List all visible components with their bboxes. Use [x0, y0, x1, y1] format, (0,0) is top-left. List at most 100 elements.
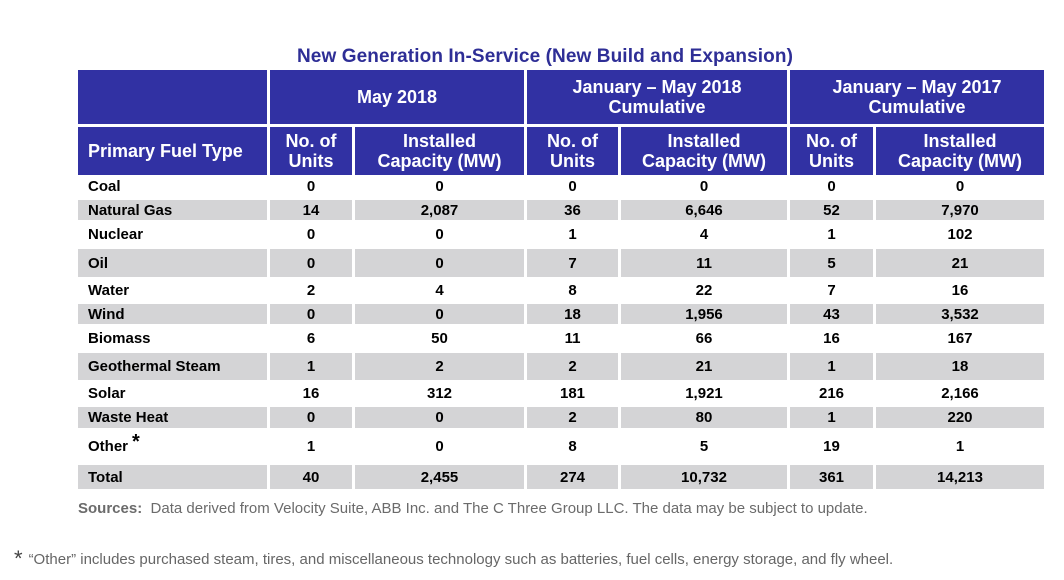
- cell-value: 2: [306, 282, 316, 299]
- sources-note: Sources: Data derived from Velocity Suit…: [78, 500, 868, 517]
- table-cell: 11: [527, 327, 618, 350]
- total-value: 10,732: [681, 468, 727, 486]
- cell-value: 66: [695, 330, 713, 347]
- cell-value: 22: [695, 282, 713, 299]
- header-label-line1: Installed: [923, 131, 997, 151]
- cell-value: 50: [431, 330, 448, 347]
- header-installed-capacity: Installed Capacity (MW): [355, 127, 524, 175]
- row-label: Coal: [78, 176, 267, 197]
- header-label-line1: No. of: [547, 131, 598, 151]
- table-cell: 1: [270, 431, 352, 462]
- total-value: 274: [559, 468, 586, 486]
- table-cell: 2: [527, 353, 618, 380]
- total-cell: 14,213: [876, 465, 1044, 489]
- table-cell: 0: [355, 223, 524, 246]
- cell-value: 6: [306, 330, 316, 347]
- cell-value: 52: [823, 201, 840, 219]
- table-cell: 0: [270, 249, 352, 277]
- table-cell: 7,970: [876, 200, 1044, 220]
- table-cell: 1: [790, 223, 873, 246]
- header-group-jan-may-2018: January – May 2018 Cumulative: [527, 70, 787, 124]
- header-group-label: May 2018: [356, 87, 438, 107]
- table-cell: 16: [270, 383, 352, 404]
- fuel-type-label: Waste Heat: [88, 409, 169, 426]
- table-cell: 7: [527, 249, 618, 277]
- total-value: 361: [818, 468, 845, 486]
- cell-value: 1: [568, 226, 577, 243]
- cell-value: 2,166: [941, 385, 979, 402]
- table-cell: 102: [876, 223, 1044, 246]
- header-label-line2: Units: [809, 151, 854, 171]
- fuel-type-label: Geothermal Steam: [88, 358, 221, 375]
- cell-value: 0: [435, 178, 444, 195]
- fuel-type-label: Other: [88, 438, 129, 455]
- table-cell: 80: [621, 407, 787, 428]
- footnote-marker: *: [14, 546, 23, 571]
- row-label: Wind: [78, 304, 267, 324]
- table-cell: 22: [621, 280, 787, 301]
- table-cell: 43: [790, 304, 873, 324]
- table-cell: 167: [876, 327, 1044, 350]
- table-cell: 8: [527, 431, 618, 462]
- table-cell: 21: [621, 353, 787, 380]
- cell-value: 220: [947, 409, 973, 426]
- cell-value: 1: [306, 438, 316, 455]
- cell-value: 18: [564, 305, 581, 323]
- cell-value: 0: [435, 305, 444, 323]
- table-cell: 1: [790, 353, 873, 380]
- cell-value: 0: [435, 226, 444, 243]
- cell-value: 5: [827, 254, 836, 272]
- table-cell: 16: [790, 327, 873, 350]
- cell-value: 0: [435, 438, 444, 455]
- cell-value: 2: [435, 358, 444, 375]
- table-cell: 50: [355, 327, 524, 350]
- cell-value: 2: [568, 358, 577, 375]
- table-cell: 0: [270, 304, 352, 324]
- header-no-of-units: No. of Units: [527, 127, 618, 175]
- cell-value: 216: [818, 385, 845, 402]
- header-label-line2: Capacity (MW): [897, 151, 1022, 171]
- cell-value: 1: [827, 226, 836, 243]
- fuel-type-label: Oil: [88, 254, 109, 272]
- cell-value: 0: [306, 178, 316, 195]
- table-cell: 216: [790, 383, 873, 404]
- header-group-label-line2: Cumulative: [608, 97, 706, 117]
- table-cell: 312: [355, 383, 524, 404]
- table-cell: 2: [270, 280, 352, 301]
- header-group-may-2018: May 2018: [270, 70, 524, 124]
- cell-value: 3,532: [941, 305, 979, 323]
- table-cell: 19: [790, 431, 873, 462]
- table-title: New Generation In-Service (New Build and…: [296, 46, 794, 67]
- cell-value: 36: [564, 201, 581, 219]
- total-cell: 361: [790, 465, 873, 489]
- header-primary-fuel-type: Primary Fuel Type: [78, 127, 267, 175]
- cell-value: 0: [435, 409, 444, 426]
- header-label-line1: No. of: [285, 131, 337, 151]
- cell-value: 0: [568, 178, 577, 195]
- total-cell: 2,455: [355, 465, 524, 489]
- table-cell: 0: [355, 249, 524, 277]
- cell-value: 2,087: [420, 201, 459, 219]
- cell-value: 0: [306, 226, 316, 243]
- table-cell: 0: [270, 223, 352, 246]
- header-installed-capacity: Installed Capacity (MW): [876, 127, 1044, 175]
- cell-value: 312: [426, 385, 453, 402]
- cell-value: 11: [696, 254, 712, 272]
- table-cell: 66: [621, 327, 787, 350]
- row-label: Waste Heat: [78, 407, 267, 428]
- header-label-line1: No. of: [806, 131, 857, 151]
- table-cell: 21: [876, 249, 1044, 277]
- table-cell: 4: [355, 280, 524, 301]
- table-cell: 1,921: [621, 383, 787, 404]
- header-label: Primary Fuel Type: [88, 141, 243, 161]
- cell-value: 1: [827, 358, 836, 375]
- row-label: Geothermal Steam: [78, 353, 267, 380]
- cell-value: 80: [695, 409, 713, 426]
- header-no-of-units: No. of Units: [270, 127, 352, 175]
- total-row-label: Total: [78, 465, 267, 489]
- table-cell: 14: [270, 200, 352, 220]
- table-cell: 6,646: [621, 200, 787, 220]
- table-cell: 0: [270, 407, 352, 428]
- cell-value: 11: [564, 330, 581, 347]
- fuel-type-label: Nuclear: [88, 226, 144, 243]
